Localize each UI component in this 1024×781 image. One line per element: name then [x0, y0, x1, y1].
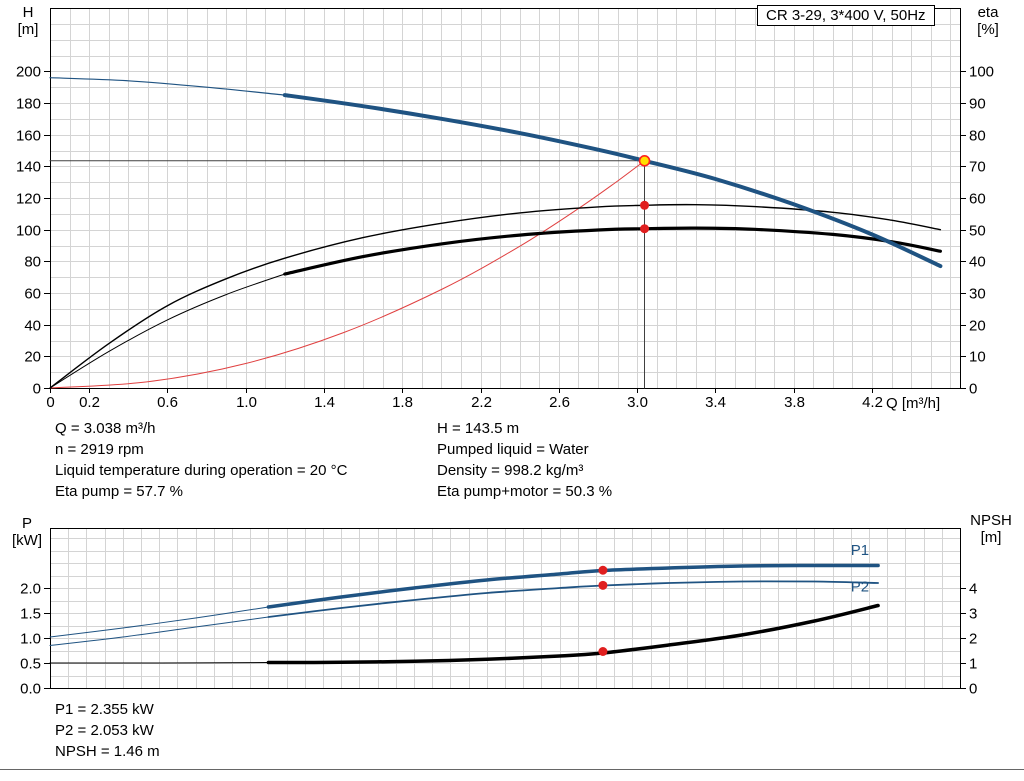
left-tick-label: 60	[24, 286, 41, 303]
p1-duty-dot	[598, 565, 608, 575]
left-tick-label: 140	[16, 159, 41, 176]
left-tick-label: 160	[16, 128, 41, 145]
grid	[50, 528, 960, 688]
info-line-q: Q = 3.038 m³/h	[55, 420, 156, 437]
left-tick-label: 2.0	[20, 581, 41, 598]
right-tick-label: 20	[969, 318, 986, 335]
left-tick-label: 0.0	[20, 681, 41, 698]
p2-curve	[267, 580, 879, 618]
left-tick-label: 1.0	[20, 631, 41, 648]
power-npsh-chart: 0.0 0.5 1.0 1.5 2.0 0 1 2 3 4 P1 P2	[20, 528, 977, 698]
info-line-liquid-temp: Liquid temperature during operation = 20…	[55, 462, 348, 479]
info-line-rpm: n = 2919 rpm	[55, 441, 144, 458]
right-tick-label: 100	[969, 64, 994, 81]
system-curve	[49, 160, 645, 389]
left-tick-label: 120	[16, 191, 41, 208]
q-axis-title: Q [m³/h]	[886, 395, 941, 412]
grid	[50, 8, 960, 388]
left-tick-label: 20	[24, 349, 41, 366]
pump-curve-thin	[49, 77, 286, 96]
left-tick-label: 180	[16, 96, 41, 113]
x-tick-label: 0	[46, 394, 54, 411]
info-line-p2: P2 = 2.053 kW	[55, 722, 154, 739]
p1-curve-label: P1	[851, 542, 869, 559]
p-axis-title: P [kW]	[12, 515, 42, 549]
axis-ticks: 0.0 0.5 1.0 1.5 2.0 0 1 2 3 4	[20, 581, 977, 698]
p2-duty-dot	[598, 580, 608, 590]
eta-pump-duty-dot	[640, 200, 650, 210]
pump-curve	[282, 93, 943, 269]
duty-point	[638, 154, 651, 167]
hq-efficiency-chart: 0 0.2 0.6 1.0 1.4 1.8 2.2 2.6 3.0 3.4 3.8 4.2 0 20 40 6…	[16, 8, 994, 411]
x-tick-label: 3.4	[705, 394, 726, 411]
axis-ticks: 0 0.2 0.6 1.0 1.4 1.8 2.2 2.6 3.0 3.4 3.8 4.2 0 20 40 6…	[16, 64, 994, 412]
x-tick-label: 1.0	[236, 394, 257, 411]
right-tick-label: 40	[969, 254, 986, 271]
p1-curve-thin	[49, 606, 269, 638]
info-line-eta-pump: Eta pump = 57.7 %	[55, 483, 183, 500]
right-tick-label: 0	[969, 681, 977, 698]
info-line-density: Density = 998.2 kg/m³	[437, 462, 584, 479]
p2-curve-label: P2	[851, 579, 869, 596]
right-tick-label: 50	[969, 223, 986, 240]
right-tick-label: 80	[969, 128, 986, 145]
left-tick-label: 40	[24, 318, 41, 335]
x-tick-label: 3.0	[627, 394, 648, 411]
power-info-column: P1 = 2.355 kW P2 = 2.053 kW NPSH = 1.46 …	[55, 699, 160, 762]
x-tick-label: 1.8	[392, 394, 413, 411]
curve-title-box: CR 3-29, 3*400 V, 50Hz	[757, 5, 935, 26]
left-tick-label: 200	[16, 64, 41, 81]
right-tick-label: 4	[969, 581, 977, 598]
right-tick-label: 3	[969, 606, 977, 623]
npsh-duty-dot	[598, 647, 608, 656]
x-tick-label: 3.8	[784, 394, 805, 411]
npsh-curve	[266, 603, 880, 665]
left-tick-label: 0	[33, 381, 41, 398]
info-line-pumped-liquid: Pumped liquid = Water	[437, 441, 589, 458]
info-line-eta-pump-motor: Eta pump+motor = 50.3 %	[437, 483, 613, 500]
eta-pump-motor-duty-dot	[640, 224, 650, 234]
left-tick-label: 1.5	[20, 606, 41, 623]
plot-frame	[50, 528, 961, 689]
bottom-divider	[0, 769, 1024, 770]
right-tick-label: 10	[969, 349, 986, 366]
right-tick-label: 0	[969, 381, 977, 398]
eta-axis-title: eta [%]	[977, 4, 999, 38]
duty-info-right-column: H = 143.5 m Pumped liquid = Water Densit…	[437, 418, 612, 502]
x-tick-label: 2.6	[549, 394, 570, 411]
x-tick-label: 0.6	[157, 394, 178, 411]
npsh-axis-title: NPSH [m]	[970, 512, 1012, 546]
info-line-npsh: NPSH = 1.46 m	[55, 743, 160, 760]
x-tick-label: 2.2	[471, 394, 492, 411]
right-tick-label: 70	[969, 159, 986, 176]
right-tick-label: 2	[969, 631, 977, 648]
info-line-p1: P1 = 2.355 kW	[55, 701, 154, 718]
left-tick-label: 80	[24, 254, 41, 271]
eta-pump-motor-curve-thin	[49, 273, 286, 389]
p2-curve-thin	[49, 616, 269, 646]
right-tick-label: 60	[969, 191, 986, 208]
right-tick-label: 90	[969, 96, 986, 113]
eta-pump-curve	[49, 203, 942, 389]
info-line-h: H = 143.5 m	[437, 420, 520, 437]
npsh-curve-thin	[49, 662, 269, 664]
h-axis-title: H [m]	[17, 4, 39, 38]
right-tick-label: 30	[969, 286, 986, 303]
x-tick-label: 4.2	[862, 394, 883, 411]
p1-curve	[266, 563, 880, 609]
left-tick-label: 0.5	[20, 656, 41, 673]
duty-info-left-column: Q = 3.038 m³/h n = 2919 rpm Liquid tempe…	[55, 418, 347, 502]
x-tick-label: 1.4	[314, 394, 335, 411]
x-tick-label: 0.2	[79, 394, 100, 411]
left-tick-label: 100	[16, 223, 41, 240]
right-tick-label: 1	[969, 656, 977, 673]
